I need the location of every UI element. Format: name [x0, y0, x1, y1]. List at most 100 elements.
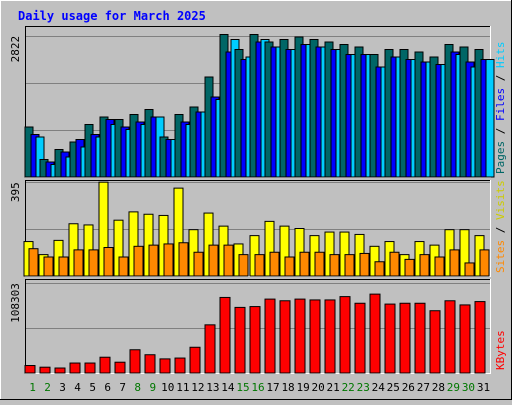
bar-kbytes-day-8 — [129, 349, 141, 374]
bar-kbytes-day-26 — [399, 302, 411, 374]
bar-sites-day-9 — [148, 244, 159, 277]
bar-sites-day-19 — [299, 251, 310, 277]
bar-kbytes-day-18 — [279, 300, 291, 374]
legend-hits: Hits — [494, 42, 507, 69]
bar-kbytes-day-24 — [369, 293, 381, 374]
bar-kbytes-day-5 — [84, 362, 96, 374]
bar-kbytes-day-10 — [159, 358, 171, 374]
x-tick-label: 14 — [221, 381, 235, 394]
panel-2: 395 Sites / Visits — [9, 180, 507, 277]
bar-sites-day-5 — [88, 249, 99, 277]
bar-kbytes-day-11 — [174, 357, 186, 374]
bar-kbytes-day-22 — [339, 296, 351, 374]
bar-sites-day-27 — [419, 254, 430, 277]
bar-kbytes-day-19 — [294, 298, 306, 374]
bar-kbytes-day-13 — [204, 324, 216, 374]
bar-sites-day-23 — [359, 252, 370, 277]
x-tick-label: 6 — [104, 381, 111, 394]
chart-title: Daily usage for March 2025 — [18, 9, 206, 23]
bar-sites-day-10 — [163, 243, 174, 277]
legend-separator: / — [494, 220, 507, 240]
legend-panel-2: Sites / Visits — [494, 180, 507, 273]
x-tick-label: 12 — [191, 381, 204, 394]
bar-kbytes-day-21 — [324, 299, 336, 374]
x-tick-label: 1 — [29, 381, 36, 394]
panel-3: 108303 KBytes — [9, 279, 507, 374]
bar-kbytes-day-1 — [24, 365, 36, 374]
x-tick-label: 16 — [251, 381, 264, 394]
bar-sites-day-29 — [449, 249, 460, 277]
bar-sites-day-15 — [238, 254, 249, 277]
bar-kbytes-day-9 — [144, 354, 156, 374]
x-tick-label: 30 — [462, 381, 475, 394]
bar-kbytes-day-29 — [444, 300, 456, 374]
chart-panels: 2822 Pages / Files / Hits 395 Sites / Visit… — [9, 26, 507, 374]
x-tick-label: 24 — [372, 381, 386, 394]
x-tick-label: 18 — [281, 381, 294, 394]
bar-sites-day-14 — [223, 244, 234, 277]
bar-sites-day-31 — [479, 249, 490, 277]
x-tick-label: 21 — [327, 381, 340, 394]
bar-kbytes-day-16 — [249, 306, 261, 374]
bar-sites-day-22 — [344, 254, 355, 277]
x-tick-label: 3 — [59, 381, 66, 394]
x-tick-label: 15 — [236, 381, 249, 394]
legend-panel-3: KBytes — [494, 330, 507, 370]
legend-kbytes: KBytes — [494, 330, 507, 370]
bar-kbytes-day-4 — [69, 362, 81, 374]
bar-kbytes-day-14 — [219, 296, 231, 374]
legend-panel-1: Pages / Files / Hits — [494, 42, 507, 175]
x-tick-label: 31 — [477, 381, 490, 394]
legend-pages: Pages — [494, 141, 507, 174]
x-tick-label: 4 — [74, 381, 81, 394]
bar-kbytes-day-28 — [429, 310, 441, 374]
bar-kbytes-day-6 — [99, 356, 111, 374]
legend-separator: / — [494, 121, 507, 141]
bar-kbytes-day-25 — [384, 303, 396, 374]
panel-1: 2822 Pages / Files / Hits — [9, 26, 507, 178]
bar-sites-day-20 — [314, 251, 325, 277]
x-tick-label: 13 — [206, 381, 219, 394]
bar-sites-day-4 — [73, 249, 84, 277]
bar-sites-day-28 — [434, 256, 445, 277]
bar-kbytes-day-2 — [39, 366, 51, 374]
bar-sites-day-11 — [178, 242, 189, 277]
bar-sites-day-24 — [374, 261, 385, 277]
bar-sites-day-6 — [103, 247, 114, 277]
x-tick-label: 10 — [161, 381, 174, 394]
y-tick-label: 108303 — [9, 283, 22, 323]
y-tick-label: 2822 — [9, 36, 22, 63]
bar-sites-day-21 — [329, 254, 340, 277]
x-tick-label: 26 — [402, 381, 415, 394]
bar-kbytes-day-30 — [459, 304, 471, 374]
bar-sites-day-1 — [28, 248, 39, 277]
x-tick-label: 22 — [342, 381, 355, 394]
legend-separator: / — [494, 68, 507, 88]
bar-sites-day-13 — [208, 244, 219, 277]
bar-hits-day-31 — [485, 59, 495, 178]
legend-files: Files — [494, 88, 507, 121]
bar-sites-day-26 — [404, 258, 415, 277]
bar-sites-day-16 — [254, 254, 265, 277]
bar-sites-day-2 — [43, 256, 54, 277]
bar-kbytes-day-23 — [354, 302, 366, 374]
bar-sites-day-30 — [464, 262, 475, 277]
x-axis-labels: 1 2 3 4 5 6 7 8 9 10 11 12 13 14 15 16 17 18 19 20 21 22 23 24 2… — [29, 381, 490, 394]
x-tick-label: 17 — [266, 381, 279, 394]
y-tick-label: 395 — [9, 182, 22, 202]
x-tick-label: 25 — [387, 381, 400, 394]
bar-kbytes-day-27 — [414, 302, 426, 374]
x-tick-label: 23 — [357, 381, 370, 394]
legend-sites: Sites — [494, 240, 507, 273]
bar-sites-day-8 — [133, 245, 144, 277]
x-tick-label: 2 — [44, 381, 51, 394]
bar-kbytes-day-15 — [234, 306, 246, 374]
x-tick-label: 19 — [296, 381, 309, 394]
x-tick-label: 29 — [447, 381, 460, 394]
bar-kbytes-day-12 — [189, 346, 201, 374]
bar-sites-day-18 — [284, 256, 295, 277]
bar-sites-day-3 — [58, 256, 69, 277]
bar-kbytes-day-3 — [54, 367, 66, 374]
